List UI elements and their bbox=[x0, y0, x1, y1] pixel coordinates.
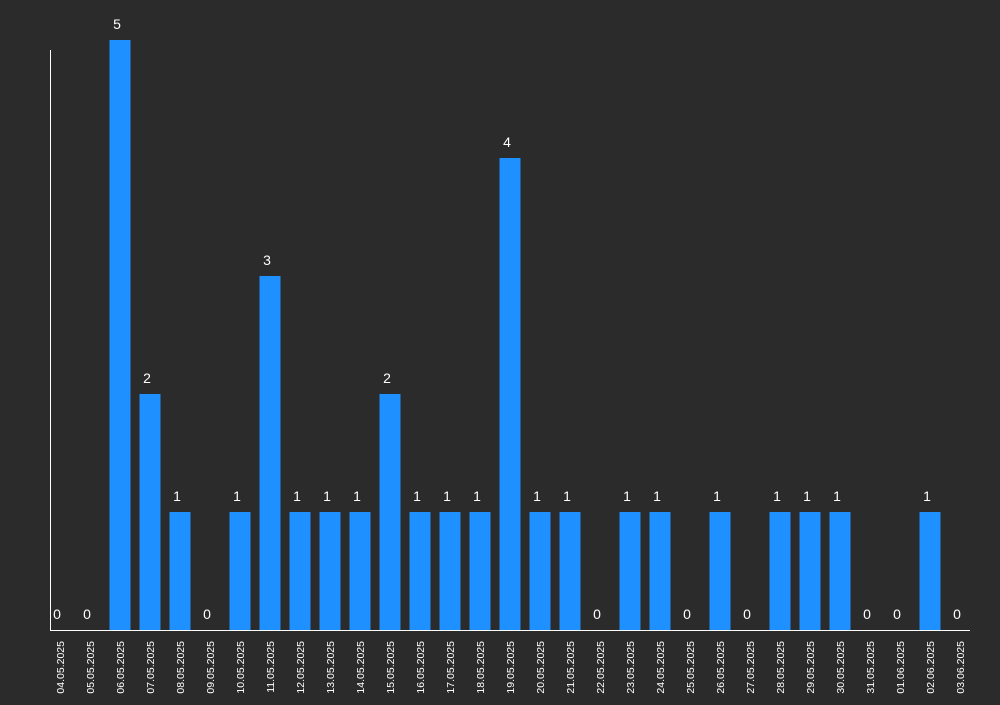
data-label: 1 bbox=[323, 488, 331, 504]
bar bbox=[409, 512, 431, 630]
data-label: 0 bbox=[53, 606, 61, 622]
data-label: 1 bbox=[233, 488, 241, 504]
bar bbox=[229, 512, 251, 630]
x-tick-label: 18.05.2025 bbox=[475, 641, 487, 694]
x-tick-label: 30.05.2025 bbox=[835, 641, 847, 694]
bar bbox=[259, 276, 281, 630]
data-label: 1 bbox=[413, 488, 421, 504]
data-label: 2 bbox=[383, 370, 391, 386]
data-label: 0 bbox=[863, 606, 871, 622]
x-tick-label: 25.05.2025 bbox=[685, 641, 697, 694]
x-tick-label: 06.05.2025 bbox=[115, 641, 127, 694]
data-label: 2 bbox=[143, 370, 151, 386]
bar bbox=[829, 512, 851, 630]
bar bbox=[499, 158, 521, 630]
bar bbox=[649, 512, 671, 630]
data-label: 1 bbox=[473, 488, 481, 504]
bar bbox=[169, 512, 191, 630]
x-tick-label: 08.05.2025 bbox=[175, 641, 187, 694]
x-tick-label: 03.06.2025 bbox=[955, 641, 967, 694]
x-tick-label: 28.05.2025 bbox=[775, 641, 787, 694]
data-label: 0 bbox=[683, 606, 691, 622]
data-label: 4 bbox=[503, 134, 511, 150]
bar bbox=[319, 512, 341, 630]
data-label: 1 bbox=[833, 488, 841, 504]
x-tick-label: 26.05.2025 bbox=[715, 641, 727, 694]
data-label: 1 bbox=[353, 488, 361, 504]
x-tick-label: 05.05.2025 bbox=[85, 641, 97, 694]
x-tick-label: 04.05.2025 bbox=[55, 641, 67, 694]
x-tick-label: 14.05.2025 bbox=[355, 641, 367, 694]
x-tick-label: 29.05.2025 bbox=[805, 641, 817, 694]
x-tick-label: 19.05.2025 bbox=[505, 641, 517, 694]
bar bbox=[559, 512, 581, 630]
bar bbox=[439, 512, 461, 630]
data-label: 0 bbox=[593, 606, 601, 622]
x-tick-label: 22.05.2025 bbox=[595, 641, 607, 694]
data-label: 1 bbox=[713, 488, 721, 504]
data-label: 1 bbox=[653, 488, 661, 504]
data-label: 0 bbox=[83, 606, 91, 622]
data-label: 1 bbox=[173, 488, 181, 504]
data-label: 0 bbox=[743, 606, 751, 622]
x-tick-label: 13.05.2025 bbox=[325, 641, 337, 694]
data-label: 0 bbox=[203, 606, 211, 622]
x-tick-label: 11.05.2025 bbox=[265, 641, 277, 693]
x-tick-label: 10.05.2025 bbox=[235, 641, 247, 694]
bar bbox=[139, 394, 161, 630]
x-tick-label: 15.05.2025 bbox=[385, 641, 397, 694]
x-tick-label: 27.05.2025 bbox=[745, 641, 757, 694]
bar bbox=[349, 512, 371, 630]
data-label: 1 bbox=[533, 488, 541, 504]
data-label: 1 bbox=[923, 488, 931, 504]
x-tick-label: 16.05.2025 bbox=[415, 641, 427, 694]
x-tick-label: 01.06.2025 bbox=[895, 641, 907, 694]
data-label: 1 bbox=[563, 488, 571, 504]
x-tick-label: 24.05.2025 bbox=[655, 641, 667, 694]
bar bbox=[379, 394, 401, 630]
x-tick-label: 09.05.2025 bbox=[205, 641, 217, 694]
bar bbox=[619, 512, 641, 630]
bar bbox=[469, 512, 491, 630]
x-tick-label: 31.05.2025 bbox=[865, 641, 877, 694]
bar bbox=[799, 512, 821, 630]
data-label: 1 bbox=[803, 488, 811, 504]
data-label: 1 bbox=[623, 488, 631, 504]
data-label: 3 bbox=[263, 252, 271, 268]
data-label: 5 bbox=[113, 16, 121, 32]
x-tick-label: 17.05.2025 bbox=[445, 641, 457, 694]
data-label: 0 bbox=[893, 606, 901, 622]
bar bbox=[769, 512, 791, 630]
x-tick-label: 02.06.2025 bbox=[925, 641, 937, 694]
x-tick-label: 07.05.2025 bbox=[145, 641, 157, 694]
x-tick-label: 20.05.2025 bbox=[535, 641, 547, 694]
bar bbox=[919, 512, 941, 630]
bar bbox=[289, 512, 311, 630]
data-label: 1 bbox=[293, 488, 301, 504]
bar bbox=[709, 512, 731, 630]
bar bbox=[109, 40, 131, 630]
x-tick-label: 21.05.2025 bbox=[565, 641, 577, 694]
data-label: 1 bbox=[443, 488, 451, 504]
data-label: 1 bbox=[773, 488, 781, 504]
x-tick-label: 12.05.2025 bbox=[295, 641, 307, 694]
bar bbox=[529, 512, 551, 630]
x-tick-label: 23.05.2025 bbox=[625, 641, 637, 694]
data-label: 0 bbox=[953, 606, 961, 622]
